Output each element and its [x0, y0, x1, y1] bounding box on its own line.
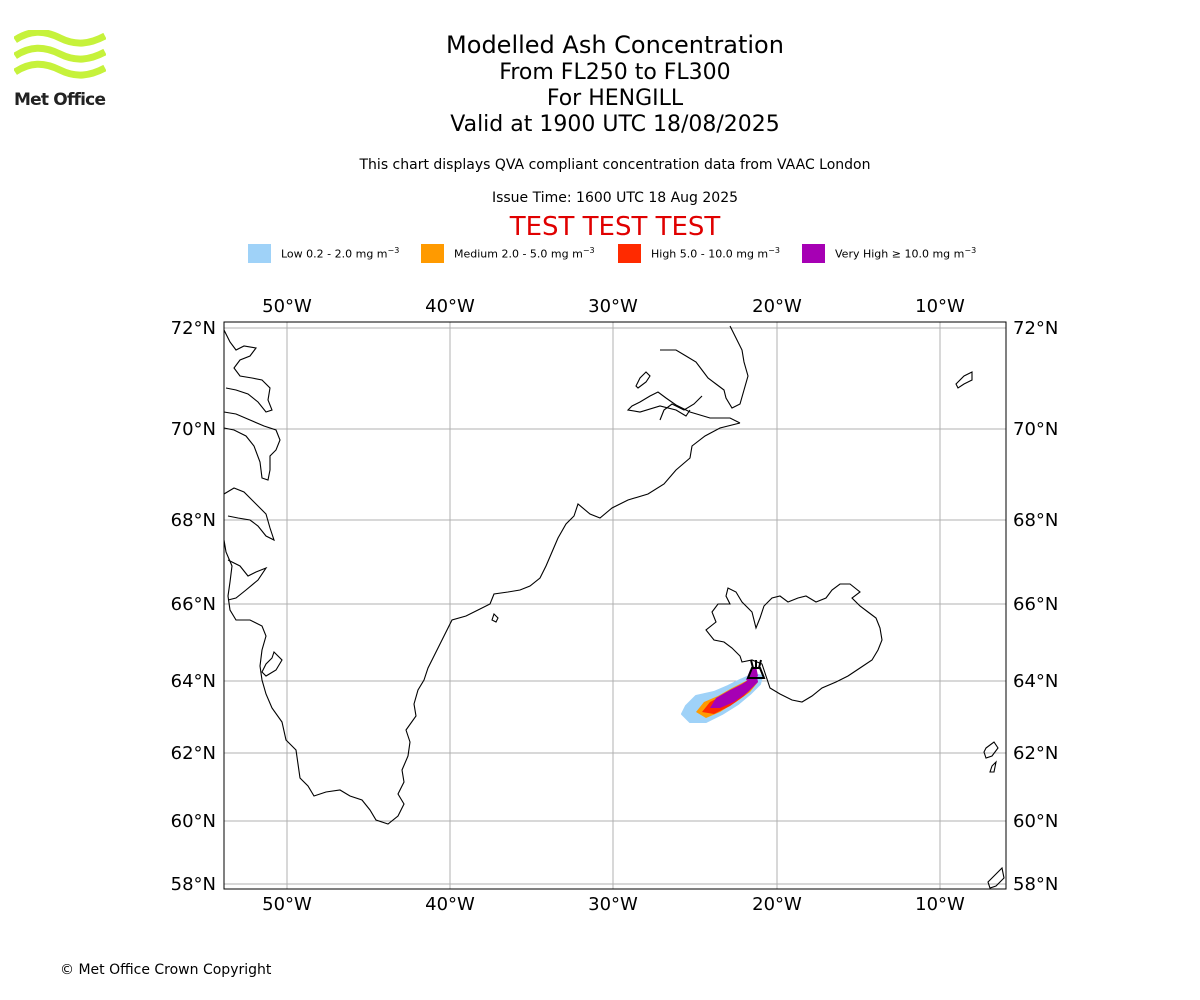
legend-item-medium: Medium 2.0 - 5.0 mg m−3 — [421, 244, 595, 263]
legend-label-very-high: Very High ≥ 10.0 mg m−3 — [835, 246, 977, 261]
lon-label: 20°W — [752, 296, 802, 317]
legend-label-medium: Medium 2.0 - 5.0 mg m−3 — [454, 246, 595, 261]
lon-label: 30°W — [588, 894, 638, 915]
lat-label: 58°N — [1013, 874, 1058, 895]
greenland-fjord-1 — [626, 391, 741, 424]
chart-description: This chart displays QVA compliant concen… — [359, 157, 871, 173]
lon-label: 40°W — [425, 894, 475, 915]
greenland-fjord-7 — [227, 559, 268, 601]
lat-label: 66°N — [1013, 594, 1058, 615]
lon-label: 10°W — [915, 894, 965, 915]
legend-swatch-low — [248, 244, 271, 263]
lat-label: 62°N — [1013, 743, 1058, 764]
lat-label: 64°N — [1013, 671, 1058, 692]
latitude-labels-right: 72°N 70°N 68°N 66°N 64°N 62°N 60°N 58°N — [1013, 318, 1058, 895]
greenland-coast — [223, 422, 741, 825]
chart-titles: Modelled Ash Concentration From FL250 to… — [315, 30, 915, 138]
lon-label: 10°W — [915, 296, 965, 317]
faroe-islands — [983, 741, 999, 773]
greenland-fjord-6 — [223, 487, 275, 542]
greenland-fjord-4 — [223, 329, 273, 413]
legend-item-low: Low 0.2 - 2.0 mg m−3 — [248, 244, 399, 263]
lat-label: 70°N — [1013, 419, 1058, 440]
chart-title: Modelled Ash Concentration — [446, 31, 784, 59]
lat-label: 70°N — [171, 419, 216, 440]
lat-label: 68°N — [171, 510, 216, 531]
latitude-labels-left: 72°N 70°N 68°N 66°N 64°N 62°N 60°N 58°N — [171, 318, 216, 895]
legend-item-high: High 5.0 - 10.0 mg m−3 — [618, 244, 780, 263]
legend-swatch-very-high — [802, 244, 825, 263]
logo-text: Met Office — [14, 90, 106, 110]
copyright-notice: © Met Office Crown Copyright — [60, 962, 272, 978]
volcano-marker-icon — [746, 659, 766, 679]
lat-label: 72°N — [1013, 318, 1058, 339]
legend-swatch-high — [618, 244, 641, 263]
map-gridlines — [224, 322, 1006, 889]
legend-item-very-high: Very High ≥ 10.0 mg m−3 — [802, 244, 976, 263]
greenland-fjord-2 — [660, 325, 749, 409]
greenland-fjord-3 — [659, 395, 703, 421]
ash-very-high — [710, 672, 758, 708]
lon-label: 20°W — [752, 894, 802, 915]
lat-label: 60°N — [171, 811, 216, 832]
greenland-island-2 — [491, 612, 499, 623]
greenland-island-1 — [635, 371, 651, 389]
lat-label: 62°N — [171, 743, 216, 764]
shetland — [987, 866, 1005, 889]
met-office-logo: Met Office — [13, 28, 107, 112]
met-office-logo-waves — [13, 28, 107, 79]
lat-label: 68°N — [1013, 510, 1058, 531]
lon-label: 50°W — [262, 894, 312, 915]
map-frame — [223, 321, 1007, 890]
test-banner: TEST TEST TEST — [509, 212, 721, 242]
volcano-name: For HENGILL — [546, 86, 684, 111]
lat-label: 58°N — [171, 874, 216, 895]
lat-label: 64°N — [171, 671, 216, 692]
longitude-labels-bottom: 50°W 40°W 30°W 20°W 10°W — [262, 894, 965, 915]
coastlines — [223, 325, 1005, 889]
lon-label: 30°W — [588, 296, 638, 317]
greenland-fjord-5 — [223, 411, 281, 481]
legend-swatch-medium — [421, 244, 444, 263]
ash-plume — [681, 666, 763, 723]
lat-label: 60°N — [1013, 811, 1058, 832]
legend-label-low: Low 0.2 - 2.0 mg m−3 — [281, 246, 400, 261]
lat-label: 66°N — [171, 594, 216, 615]
lat-label: 72°N — [171, 318, 216, 339]
lon-label: 40°W — [425, 296, 475, 317]
legend-label-high: High 5.0 - 10.0 mg m−3 — [651, 246, 780, 261]
longitude-labels-top: 50°W 40°W 30°W 20°W 10°W — [262, 296, 965, 317]
valid-time: Valid at 1900 UTC 18/08/2025 — [450, 112, 780, 137]
lon-label: 50°W — [262, 296, 312, 317]
iceland-coast — [705, 583, 883, 703]
greenland-fjord-8 — [261, 650, 283, 677]
issue-time: Issue Time: 1600 UTC 18 Aug 2025 — [491, 190, 739, 206]
flight-level-range: From FL250 to FL300 — [499, 60, 731, 85]
jan-mayen — [955, 371, 973, 389]
